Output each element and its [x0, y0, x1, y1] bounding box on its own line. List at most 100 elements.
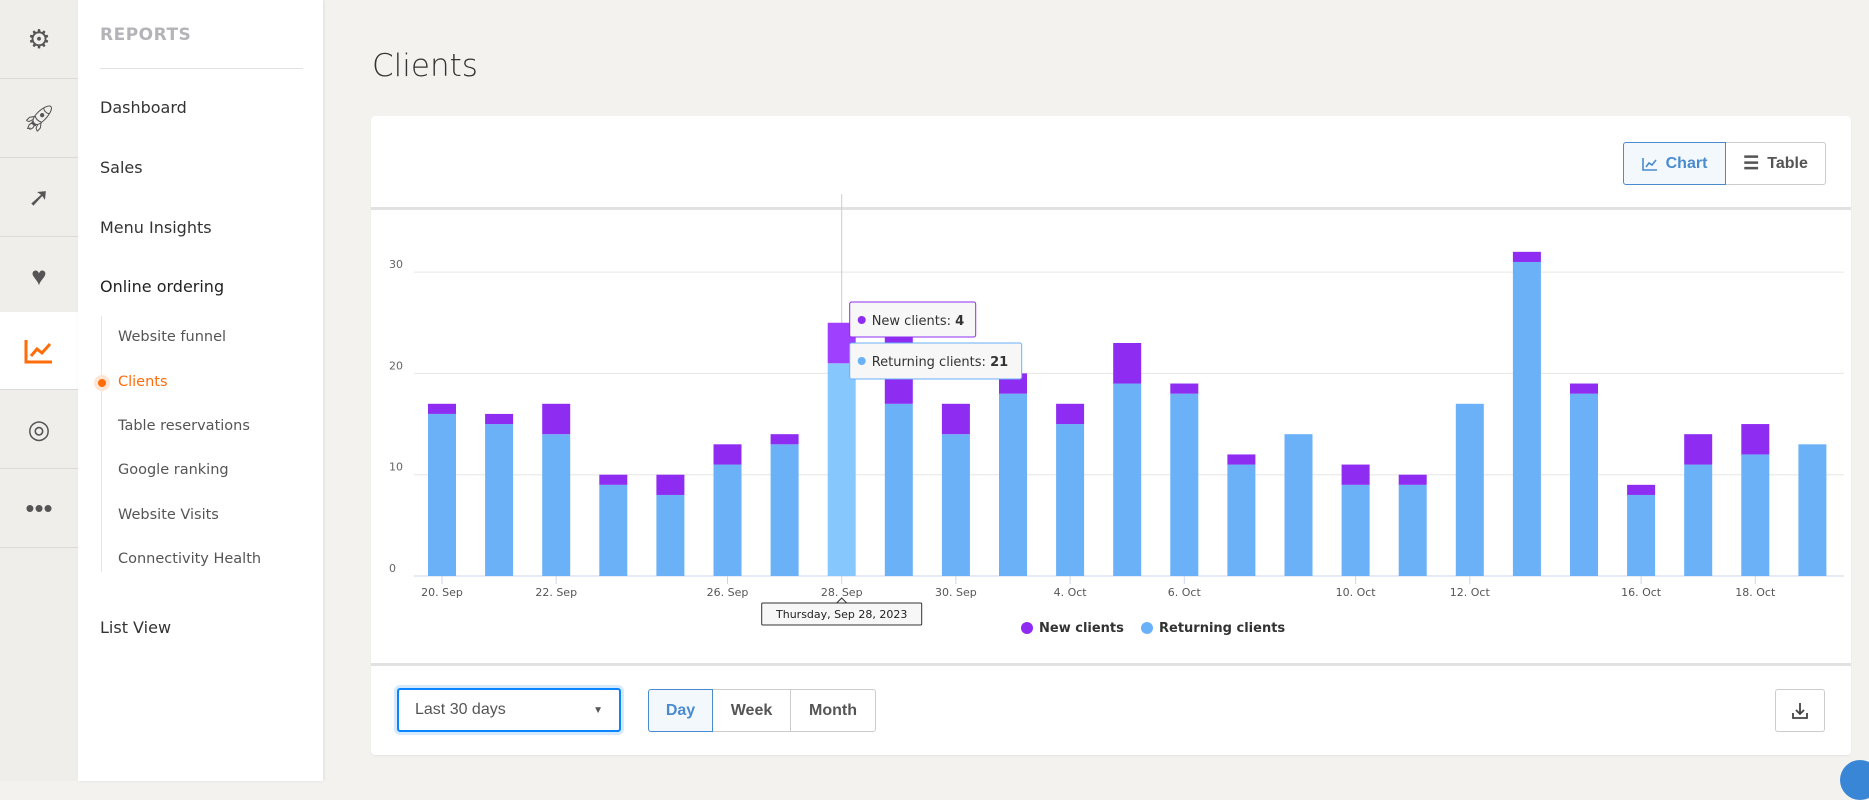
list-icon: ☰ — [1743, 153, 1760, 173]
reports-sidebar: REPORTS Dashboard Sales Menu Insights On… — [78, 0, 323, 781]
legend-returning-clients: Returning clients — [1159, 621, 1285, 636]
sidebar-subitem-clients[interactable]: Clients — [118, 374, 168, 390]
day-button[interactable]: Day — [648, 689, 713, 732]
sidebar-subitem-table-reservations[interactable]: Table reservations — [118, 418, 250, 434]
header-divider — [371, 207, 1851, 210]
download-icon — [1792, 702, 1808, 719]
nav-settings[interactable]: ⚙ — [0, 0, 78, 79]
new-clients-dot-icon — [857, 316, 866, 324]
line-chart-icon — [1641, 157, 1657, 171]
week-button[interactable]: Week — [713, 689, 791, 732]
new-clients-bar — [1341, 464, 1370, 485]
tooltip-date: Thursday, Sep 28, 2023 — [775, 608, 907, 621]
returning-clients-bar — [770, 444, 799, 576]
returning-clients-bar — [1341, 484, 1370, 576]
granularity-toggle: Day Week Month — [648, 689, 876, 732]
returning-clients-bar — [1227, 464, 1256, 576]
returning-clients-bar — [1284, 434, 1313, 576]
x-tick-label: 6. Oct — [1168, 586, 1202, 599]
page-title: Clients — [372, 48, 478, 84]
x-tick-label: 30. Sep — [935, 586, 977, 599]
tooltip-new-label: New clients: 4 — [872, 314, 965, 329]
x-tick-label: 28. Sep — [821, 586, 863, 599]
returning-clients-bar — [713, 464, 742, 576]
chart-view-button[interactable]: Chart — [1623, 142, 1726, 185]
returning-clients-dot-icon — [857, 357, 866, 365]
tooltip-new-box — [849, 301, 977, 338]
submenu-line — [101, 316, 102, 572]
nav-reports[interactable] — [0, 312, 78, 390]
sidebar-subitem-website-funnel[interactable]: Website funnel — [118, 329, 227, 345]
sidebar-item-sales[interactable]: Sales — [100, 158, 143, 177]
y-tick-label: 20 — [389, 359, 403, 372]
returning-clients-bar — [1570, 393, 1598, 576]
help-bubble[interactable] — [1840, 760, 1869, 800]
nav-growth[interactable]: ➚ — [0, 158, 78, 237]
nav-launch[interactable]: 🚀︎ — [0, 79, 78, 158]
returning-clients-bar — [428, 413, 456, 576]
y-tick-label: 0 — [389, 562, 396, 575]
download-button[interactable] — [1775, 689, 1825, 732]
returning-clients-bar — [1684, 464, 1713, 576]
x-tick-label: 16. Oct — [1621, 586, 1662, 599]
sidebar-subitem-connectivity-health[interactable]: Connectivity Health — [118, 551, 262, 567]
returning-clients-bar — [1056, 424, 1085, 576]
new-clients-bar — [542, 403, 571, 435]
new-clients-bar — [599, 474, 628, 485]
x-tick-label: 20. Sep — [421, 586, 463, 599]
heartbeat-icon: ♥ — [31, 260, 47, 291]
new-clients-bar — [1684, 434, 1713, 465]
new-clients-bar — [1512, 251, 1541, 262]
new-clients-bar — [1056, 403, 1085, 425]
new-clients-bar — [1627, 484, 1656, 495]
nav-health[interactable]: ♥ — [0, 237, 78, 316]
sidebar-item-online-ordering[interactable]: Online ordering — [100, 277, 225, 296]
target-icon: ◎ — [27, 413, 51, 444]
new-clients-bar — [941, 403, 970, 435]
new-clients-bar — [1227, 454, 1256, 465]
date-range-value: Last 30 days — [415, 701, 506, 718]
icon-bar: ⚙ 🚀︎ ➚ ♥ ◎ ••• — [0, 0, 78, 781]
tooltip-date-box — [761, 602, 923, 626]
line-chart-icon — [24, 339, 52, 363]
table-view-label: Table — [1767, 154, 1808, 172]
returning-clients-bar — [599, 484, 628, 576]
x-tick-label: 22. Sep — [535, 586, 577, 599]
returning-clients-bar — [1113, 383, 1142, 576]
month-button[interactable]: Month — [791, 689, 876, 732]
rocket-icon: 🚀︎ — [22, 102, 56, 133]
clients-bar-chart: 0 10 20 30 20. Sep 22. Sep 26. Sep 28. Sep 30. S… — [389, 194, 1844, 636]
sidebar-item-dashboard[interactable]: Dashboard — [100, 98, 187, 117]
sidebar-item-list-view[interactable]: List View — [100, 618, 172, 637]
returning-clients-bar — [485, 424, 514, 576]
sidebar-heading: REPORTS — [100, 25, 192, 45]
legend-new-clients: New clients — [1039, 621, 1124, 636]
new-clients-bar — [1398, 474, 1427, 485]
sidebar-subitem-website-visits[interactable]: Website Visits — [118, 507, 219, 523]
nav-more[interactable]: ••• — [0, 469, 78, 548]
sidebar-item-menu-insights[interactable]: Menu Insights — [100, 218, 212, 237]
nav-marketing[interactable]: ◎ — [0, 390, 78, 469]
view-toggle: Chart ☰ Table — [1623, 142, 1826, 185]
caret-down-icon: ▼ — [593, 704, 603, 716]
x-tick-label: 4. Oct — [1054, 586, 1088, 599]
new-clients-bar — [428, 403, 456, 414]
new-clients-bar — [1741, 424, 1770, 455]
returning-clients-bar — [656, 494, 685, 576]
returning-clients-bar — [542, 434, 571, 576]
returning-clients-bar — [827, 363, 856, 576]
returning-clients-bar — [1512, 261, 1541, 576]
active-dot-icon — [98, 379, 106, 387]
new-clients-bar — [1170, 383, 1199, 394]
y-tick-label: 30 — [389, 258, 403, 271]
new-clients-bar — [656, 474, 685, 495]
sidebar-subitem-google-ranking[interactable]: Google ranking — [118, 462, 229, 478]
new-clients-bar — [1570, 383, 1598, 394]
date-range-select[interactable]: Last 30 days ▼ — [397, 688, 621, 732]
y-tick-label: 10 — [389, 461, 403, 474]
table-view-button[interactable]: ☰ Table — [1726, 142, 1826, 185]
footer-divider — [371, 663, 1851, 666]
returning-clients-bar — [1455, 403, 1484, 576]
legend-new-clients-icon — [1021, 622, 1033, 634]
x-tick-label: 12. Oct — [1450, 586, 1491, 599]
